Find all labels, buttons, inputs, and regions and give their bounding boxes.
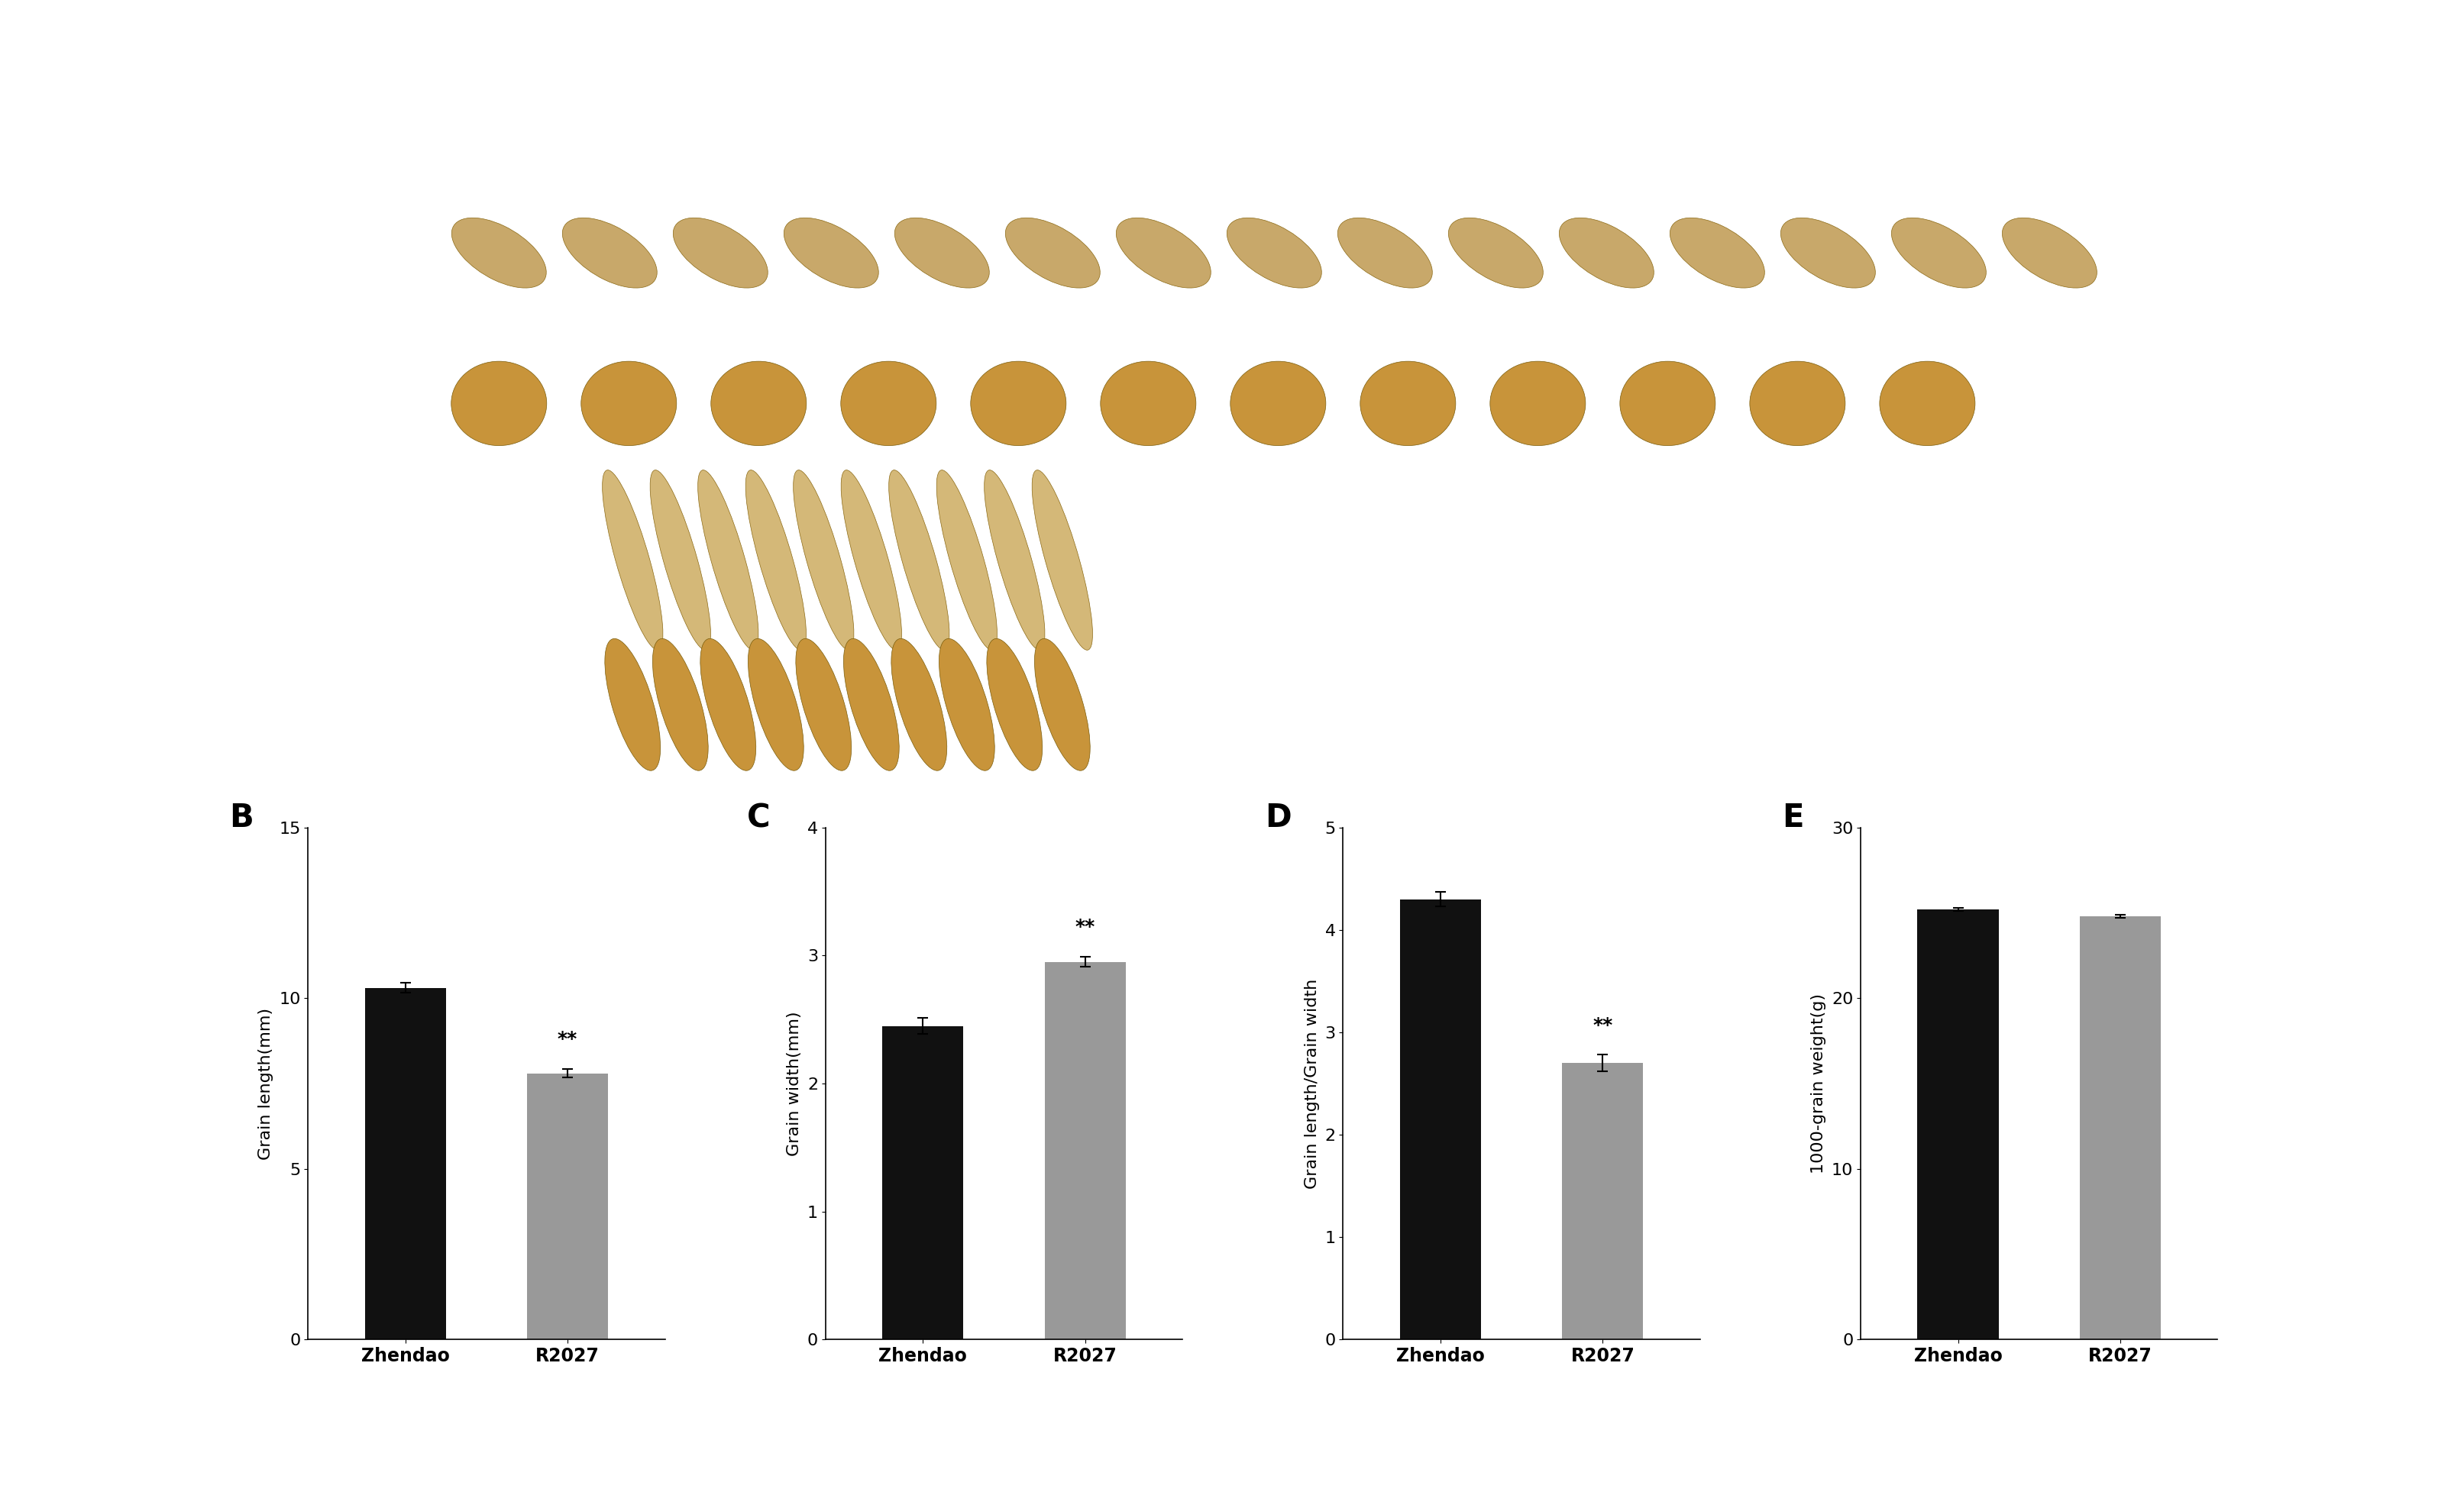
Ellipse shape [1116, 218, 1210, 287]
Ellipse shape [1005, 218, 1099, 287]
Ellipse shape [784, 218, 880, 287]
Ellipse shape [749, 638, 803, 771]
Ellipse shape [1880, 361, 1976, 445]
Bar [1400, 898, 1481, 1339]
Bar [1045, 962, 1126, 1339]
Ellipse shape [1671, 218, 1764, 287]
Ellipse shape [601, 470, 663, 650]
Ellipse shape [562, 218, 658, 287]
Ellipse shape [1749, 361, 1846, 445]
Ellipse shape [582, 361, 678, 445]
Ellipse shape [604, 638, 660, 771]
Ellipse shape [1619, 361, 1715, 445]
Ellipse shape [1101, 361, 1195, 445]
Ellipse shape [840, 470, 902, 650]
Ellipse shape [1491, 361, 1584, 445]
Text: R2027: R2027 [345, 400, 409, 418]
Text: B: B [229, 802, 254, 834]
Ellipse shape [840, 361, 936, 445]
Text: Zhendao: Zhendao [345, 545, 431, 563]
Text: E: E [1781, 802, 1804, 834]
Ellipse shape [712, 361, 806, 445]
Ellipse shape [451, 361, 547, 445]
Text: Zhendao: Zhendao [345, 244, 431, 262]
Bar [365, 987, 446, 1339]
Ellipse shape [936, 470, 998, 650]
Ellipse shape [1338, 218, 1432, 287]
Ellipse shape [1360, 361, 1456, 445]
Text: **: ** [1592, 1016, 1614, 1034]
Bar [1917, 909, 1998, 1339]
Ellipse shape [1449, 218, 1542, 287]
Ellipse shape [1035, 638, 1089, 771]
Ellipse shape [983, 470, 1045, 650]
Ellipse shape [1230, 361, 1326, 445]
Y-axis label: 1000-grain weight(g): 1000-grain weight(g) [1811, 993, 1826, 1174]
Text: A: A [328, 199, 352, 232]
Y-axis label: Grain length(mm): Grain length(mm) [259, 1007, 274, 1159]
Ellipse shape [451, 218, 547, 287]
Text: **: ** [1074, 918, 1094, 936]
Ellipse shape [971, 361, 1067, 445]
Ellipse shape [894, 218, 991, 287]
Ellipse shape [793, 470, 855, 650]
Text: **: ** [557, 1031, 577, 1049]
Ellipse shape [653, 638, 707, 771]
Ellipse shape [892, 638, 946, 771]
Ellipse shape [986, 638, 1042, 771]
Text: 10mm: 10mm [2082, 715, 2124, 728]
Bar [2080, 917, 2161, 1339]
Bar [527, 1073, 609, 1339]
Ellipse shape [843, 638, 899, 771]
Ellipse shape [1892, 218, 1986, 287]
Bar [1562, 1063, 1643, 1339]
Ellipse shape [1781, 218, 1875, 287]
Ellipse shape [890, 470, 949, 650]
Bar [882, 1026, 963, 1339]
Ellipse shape [700, 638, 756, 771]
Ellipse shape [1227, 218, 1321, 287]
Y-axis label: Grain length/Grain width: Grain length/Grain width [1303, 978, 1321, 1189]
Text: C: C [747, 802, 771, 834]
Ellipse shape [2003, 218, 2097, 287]
Ellipse shape [697, 470, 759, 650]
Ellipse shape [673, 218, 769, 287]
Text: D: D [1264, 802, 1291, 834]
Ellipse shape [1560, 218, 1653, 287]
Ellipse shape [1032, 470, 1092, 650]
Y-axis label: Grain width(mm): Grain width(mm) [786, 1011, 801, 1156]
Ellipse shape [650, 470, 710, 650]
Ellipse shape [747, 470, 806, 650]
Ellipse shape [796, 638, 853, 771]
Text: R2027: R2027 [345, 689, 409, 707]
Ellipse shape [939, 638, 995, 771]
